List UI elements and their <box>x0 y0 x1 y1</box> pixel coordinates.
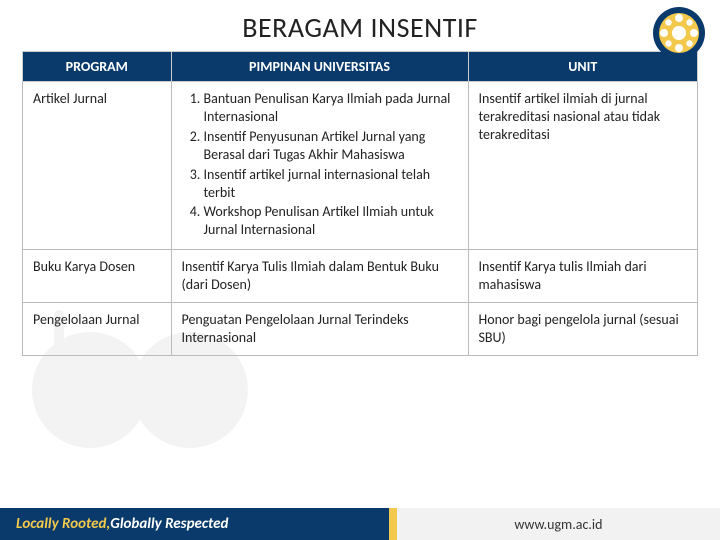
table-row: Pengelolaan Jurnal Penguatan Pengelolaan… <box>23 303 698 356</box>
list-item: Bantuan Penulisan Karya Ilmiah pada Jurn… <box>204 90 458 126</box>
footer-tagline: Locally Rooted, Globally Respected <box>0 508 389 540</box>
incentive-table: PROGRAM PIMPINAN UNIVERSITAS UNIT Artike… <box>22 51 698 356</box>
cell-program: Pengelolaan Jurnal <box>23 303 172 356</box>
footer-gold-stripe <box>389 508 397 540</box>
slide-title: BERAGAM INSENTIF <box>0 0 720 51</box>
table-header-row: PROGRAM PIMPINAN UNIVERSITAS UNIT <box>23 52 698 82</box>
tagline-white: Globally Respected <box>110 515 228 533</box>
cell-unit: Insentif artikel ilmiah di jurnal terakr… <box>468 82 698 250</box>
cell-unit: Insentif Karya tulis Ilmiah dari mahasis… <box>468 250 698 303</box>
cell-unit: Honor bagi pengelola jurnal (sesuai SBU) <box>468 303 698 356</box>
header-program: PROGRAM <box>23 52 172 82</box>
pimpinan-list: Bantuan Penulisan Karya Ilmiah pada Jurn… <box>182 90 458 239</box>
header-pimpinan: PIMPINAN UNIVERSITAS <box>171 52 468 82</box>
list-item: Insentif Penyusunan Artikel Jurnal yang … <box>204 128 458 164</box>
list-item: Insentif artikel jurnal internasional te… <box>204 166 458 202</box>
cell-pimpinan: Bantuan Penulisan Karya Ilmiah pada Jurn… <box>171 82 468 250</box>
footer-band: Locally Rooted, Globally Respected www.u… <box>0 508 720 540</box>
cell-program: Artikel Jurnal <box>23 82 172 250</box>
table-row: Artikel Jurnal Bantuan Penulisan Karya I… <box>23 82 698 250</box>
incentive-table-wrapper: PROGRAM PIMPINAN UNIVERSITAS UNIT Artike… <box>0 51 720 356</box>
university-logo <box>652 6 706 60</box>
cell-program: Buku Karya Dosen <box>23 250 172 303</box>
footer-url-band: www.ugm.ac.id <box>397 508 720 540</box>
table-row: Buku Karya Dosen Insentif Karya Tulis Il… <box>23 250 698 303</box>
list-item: Workshop Penulisan Artikel Ilmiah untuk … <box>204 203 458 239</box>
cell-pimpinan: Penguatan Pengelolaan Jurnal Terindeks I… <box>171 303 468 356</box>
cell-pimpinan: Insentif Karya Tulis Ilmiah dalam Bentuk… <box>171 250 468 303</box>
tagline-gold: Locally Rooted, <box>16 515 110 533</box>
footer-url: www.ugm.ac.id <box>514 516 602 533</box>
